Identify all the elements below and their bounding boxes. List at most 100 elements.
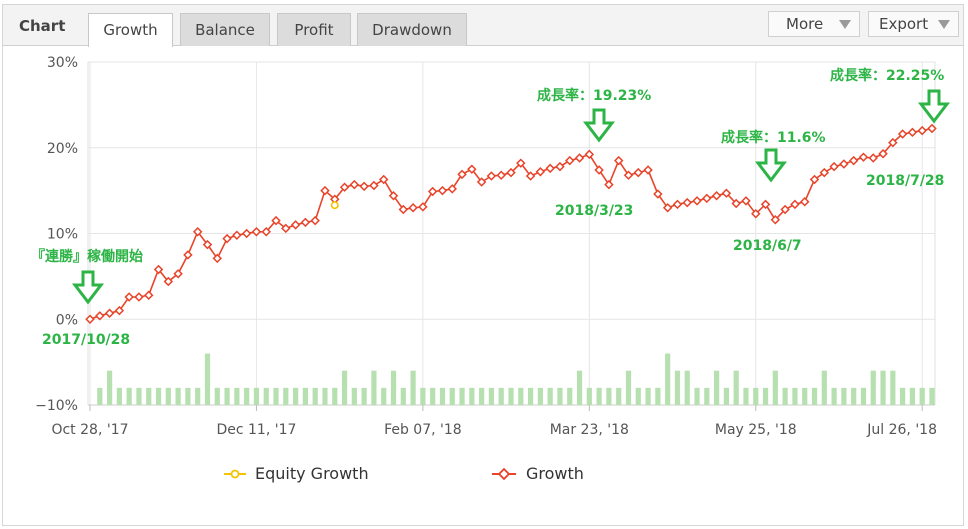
y-tick-label: −10% — [35, 398, 78, 414]
growth-point — [662, 203, 673, 213]
x-tick-label: Jul 26, '18 — [866, 422, 937, 438]
growth-point — [760, 199, 771, 210]
volume-bar — [234, 387, 240, 405]
volume-bar — [860, 387, 867, 405]
volume-bar — [704, 387, 710, 405]
growth-point — [858, 152, 869, 162]
growth-point — [183, 250, 193, 260]
tab-balance[interactable]: Balance — [180, 13, 270, 46]
volume-bar — [430, 387, 436, 405]
growth-point — [114, 305, 125, 316]
more-label: More — [786, 15, 824, 33]
volume-bar — [322, 387, 328, 405]
x-tick-label: Oct 28, '17 — [51, 422, 128, 438]
arrow-down-icon — [917, 89, 951, 124]
volume-bar — [185, 387, 191, 405]
volume-bar — [400, 387, 406, 405]
volume-bar — [547, 387, 553, 405]
tab-growth[interactable]: Growth — [88, 13, 173, 47]
growth-point — [202, 239, 213, 250]
x-axis: Oct 28, '17 Dec 11, '17 Feb 07, '18 Mar 23,… — [51, 405, 937, 438]
volume-bar — [743, 387, 749, 405]
growth-point — [790, 199, 800, 210]
arrow-down-icon — [754, 148, 788, 183]
growth-point — [241, 228, 252, 239]
volume-bar — [723, 387, 729, 405]
growth-point — [643, 165, 653, 175]
legend-equity-growth[interactable]: Equity Growth — [255, 464, 369, 483]
volume-bar — [449, 387, 455, 405]
growth-point — [741, 196, 751, 206]
annotation-jun-date: 2018/6/7 — [733, 238, 802, 254]
volume-bar — [645, 387, 651, 405]
growth-point — [144, 290, 154, 300]
more-button[interactable]: More — [768, 11, 860, 37]
annotation-mar-date: 2018/3/23 — [555, 203, 634, 219]
volume-bar — [753, 387, 759, 405]
growth-point — [613, 155, 624, 166]
volume-bar — [880, 370, 886, 405]
volume-bar — [263, 387, 269, 405]
volume-bar — [890, 370, 896, 405]
growth-point — [320, 185, 330, 196]
growth-series — [85, 123, 937, 324]
growth-point — [271, 215, 281, 226]
export-button[interactable]: Export — [868, 11, 959, 37]
growth-point — [799, 197, 810, 207]
equity-point — [330, 201, 339, 210]
volume-bar — [596, 387, 602, 405]
arrow-down-icon — [71, 270, 105, 305]
growth-point — [506, 167, 516, 178]
volume-bar — [155, 387, 162, 405]
volume-bar — [488, 387, 495, 405]
tab-profit[interactable]: Profit — [277, 13, 351, 46]
growth-point — [545, 163, 555, 174]
growth-point — [104, 308, 115, 318]
x-tick-label: Dec 11, '17 — [216, 422, 296, 438]
volume-bar — [439, 387, 446, 405]
volume-bar — [831, 387, 837, 405]
volume-bar — [870, 370, 876, 405]
growth-point — [770, 215, 781, 225]
volume-bar — [772, 370, 778, 405]
growth-point — [888, 137, 898, 148]
growth-point — [702, 193, 712, 204]
legend-growth[interactable]: Growth — [526, 464, 584, 483]
growth-point — [535, 167, 546, 177]
volume-bar — [841, 387, 847, 405]
volume-bar — [214, 387, 220, 405]
growth-point — [682, 197, 692, 208]
annotation-jul-date: 2018/7/28 — [866, 173, 945, 189]
volume-bar — [567, 387, 573, 405]
growth-point — [281, 223, 291, 234]
growth-line — [89, 127, 933, 321]
volume-bar — [204, 353, 211, 405]
volume-bar — [136, 387, 142, 405]
volume-bar — [674, 370, 681, 405]
volume-bar — [244, 387, 250, 405]
growth-point — [232, 230, 242, 240]
y-axis: 30% 20% 10% 0% −10% — [35, 55, 78, 414]
growth-point — [251, 227, 262, 237]
growth-point — [408, 203, 418, 213]
growth-point — [173, 269, 183, 279]
growth-point — [555, 161, 565, 172]
volume-bar — [527, 387, 534, 405]
volume-bar — [762, 387, 769, 405]
tab-drawdown[interactable]: Drawdown — [357, 13, 467, 46]
volume-bar — [273, 387, 279, 405]
volume-bar — [498, 387, 504, 405]
volume-bar — [821, 370, 827, 405]
growth-point — [653, 189, 663, 199]
volume-bar — [557, 387, 563, 405]
growth-point — [467, 164, 477, 174]
growth-point — [427, 186, 438, 197]
volume-bar — [616, 387, 622, 405]
volume-bar — [929, 387, 935, 405]
volume-bar — [851, 387, 857, 405]
x-tick-label: Feb 07, '18 — [384, 422, 462, 438]
volume-bar — [782, 387, 788, 405]
x-tick-label: May 25, '18 — [715, 422, 797, 438]
x-tick-label: Mar 23, '18 — [550, 422, 629, 438]
volume-bar — [694, 387, 700, 405]
